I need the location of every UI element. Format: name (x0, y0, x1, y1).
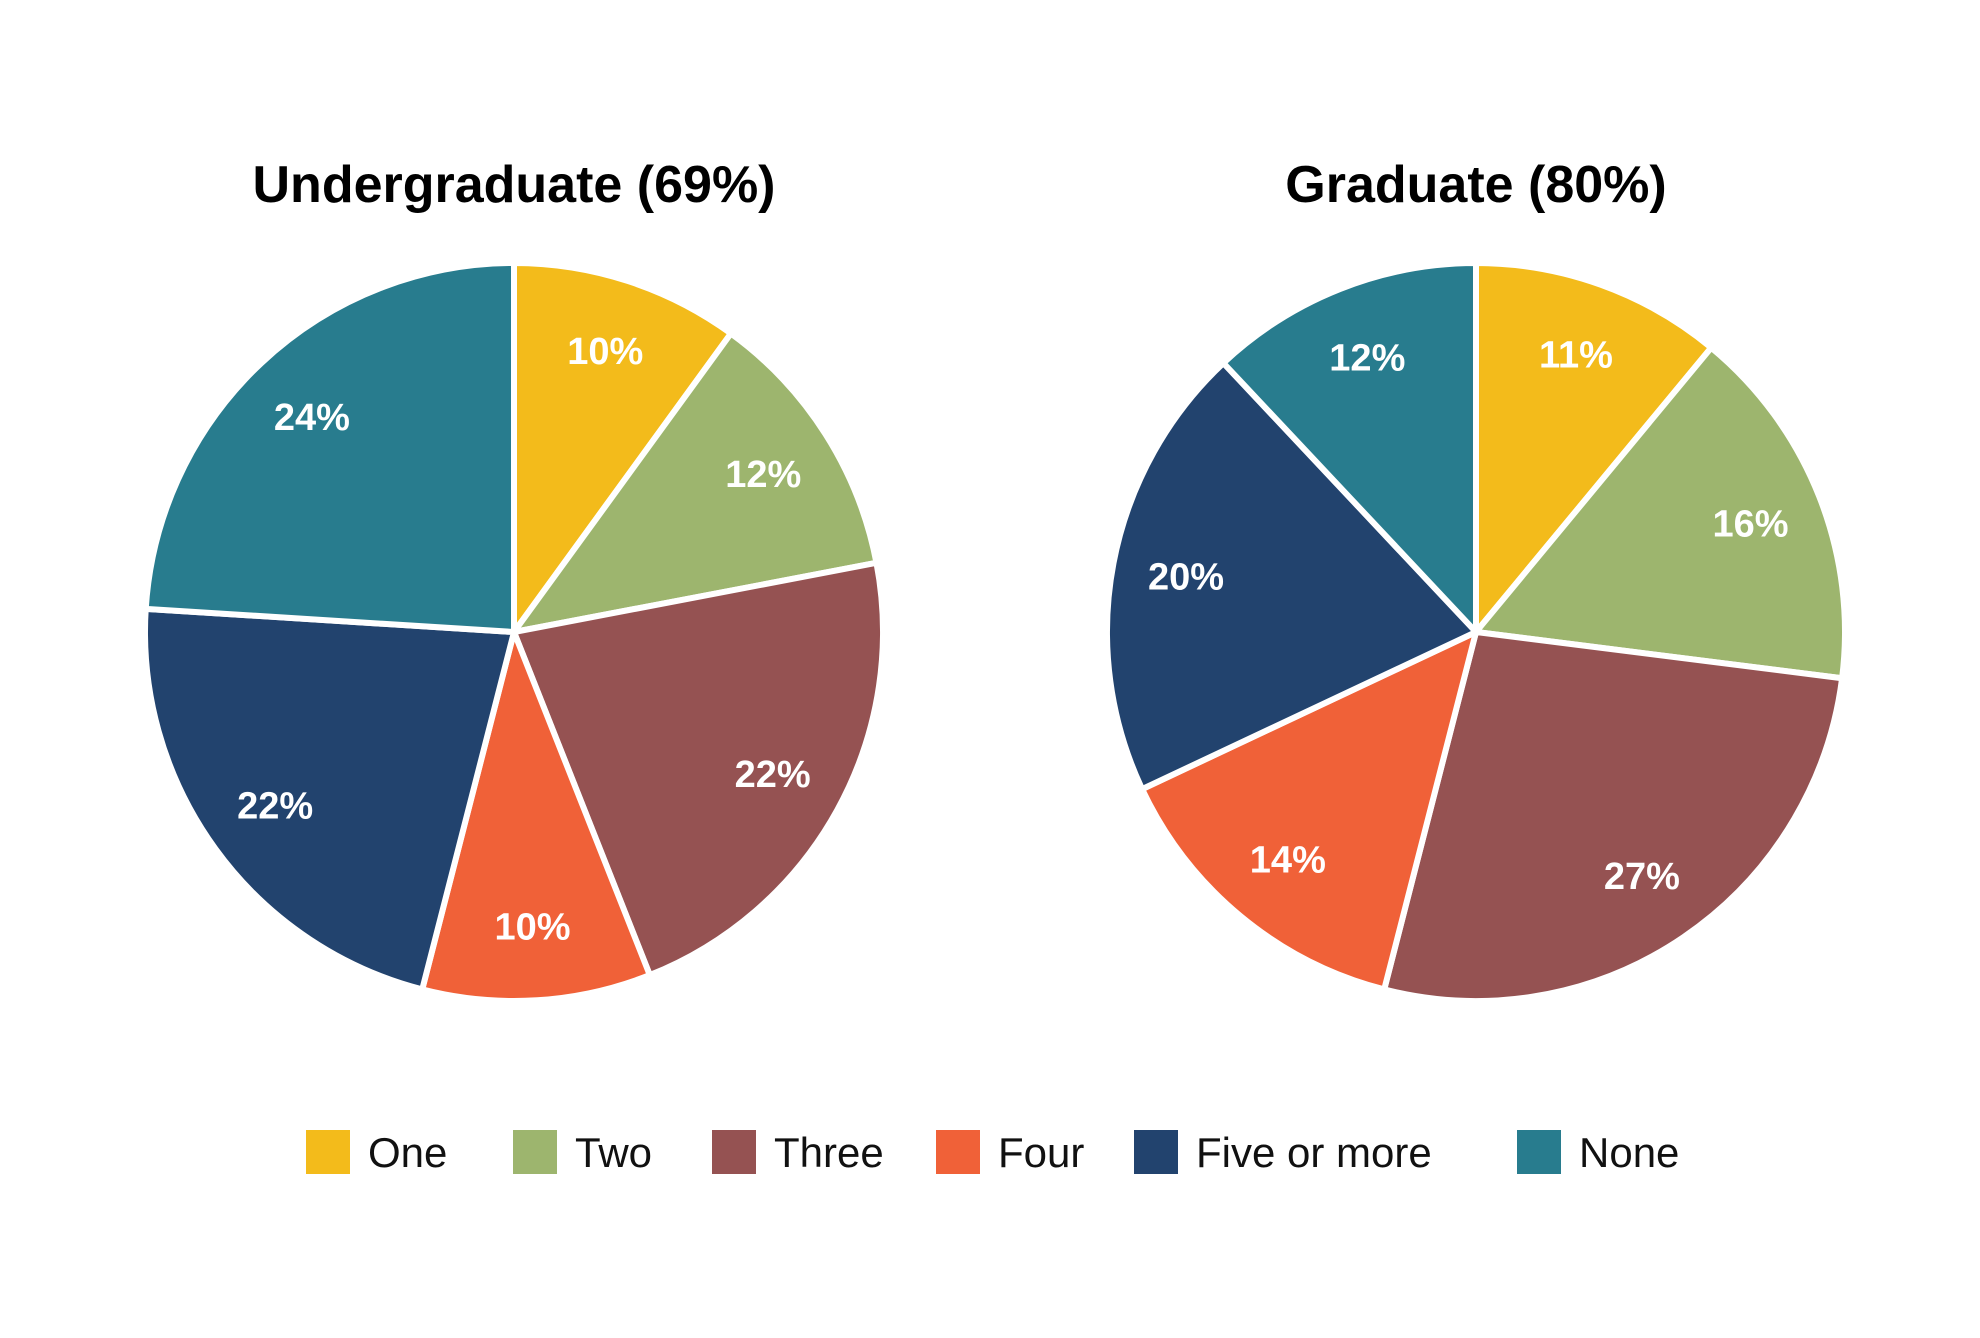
pie-slice-four (1139, 629, 1479, 993)
chart-title-undergraduate: Undergraduate (69%) (253, 156, 776, 214)
legend-swatch-one (306, 1130, 350, 1174)
pie-undergraduate: 10% 12% 22% 10% 22% 24% (142, 260, 886, 1004)
pie-slice-three (1381, 629, 1846, 1004)
legend-label-four: Four (998, 1129, 1084, 1176)
legend-label-two: Two (575, 1129, 652, 1176)
legend: One Two Three Four Five or more None (306, 1129, 1679, 1176)
legend-label-none: None (1579, 1129, 1679, 1176)
legend-swatch-three (712, 1130, 756, 1174)
slice-label-one: 11% (1539, 334, 1613, 376)
slice-label-five-or-more: 20% (1148, 557, 1224, 599)
legend-swatch-four (936, 1130, 980, 1174)
pie-graduate: 11% 16% 27% 14% 20% 12% (1104, 260, 1848, 1004)
slice-label-four: 14% (1250, 839, 1326, 881)
legend-item-five-or-more: Five or more (1134, 1129, 1432, 1176)
slice-label-three: 22% (735, 754, 811, 796)
slice-label-four: 10% (495, 907, 571, 949)
slice-label-two: 16% (1712, 503, 1788, 545)
pie-slice-two (1473, 344, 1848, 682)
pie-slice-one (1473, 260, 1715, 635)
pie-slice-three (511, 559, 886, 979)
legend-swatch-none (1517, 1130, 1561, 1174)
pie-slice-five-or-more (142, 605, 517, 993)
legend-swatch-five-or-more (1134, 1130, 1178, 1174)
slice-label-none: 24% (274, 397, 350, 439)
legend-item-two: Two (513, 1129, 652, 1176)
legend-item-none: None (1517, 1129, 1679, 1176)
pie-slice-five-or-more (1104, 360, 1479, 793)
legend-label-one: One (368, 1129, 447, 1176)
legend-label-five-or-more: Five or more (1196, 1129, 1432, 1176)
legend-item-three: Three (712, 1129, 884, 1176)
pie-slice-two (511, 330, 880, 635)
pie-slice-none (142, 260, 517, 635)
legend-swatch-two (513, 1130, 557, 1174)
pie-slice-one (511, 260, 734, 635)
slice-label-three: 27% (1604, 856, 1680, 898)
chart-title-graduate: Graduate (80%) (1285, 156, 1666, 214)
slice-label-two: 12% (725, 454, 801, 496)
legend-item-four: Four (936, 1129, 1084, 1176)
slice-label-five-or-more: 22% (237, 786, 313, 828)
pie-slice-four (419, 629, 653, 1004)
slice-label-one: 10% (567, 331, 643, 373)
pie-slice-none (1220, 260, 1479, 635)
legend-item-one: One (306, 1129, 447, 1176)
slice-label-none: 12% (1329, 338, 1405, 380)
legend-label-three: Three (774, 1129, 884, 1176)
